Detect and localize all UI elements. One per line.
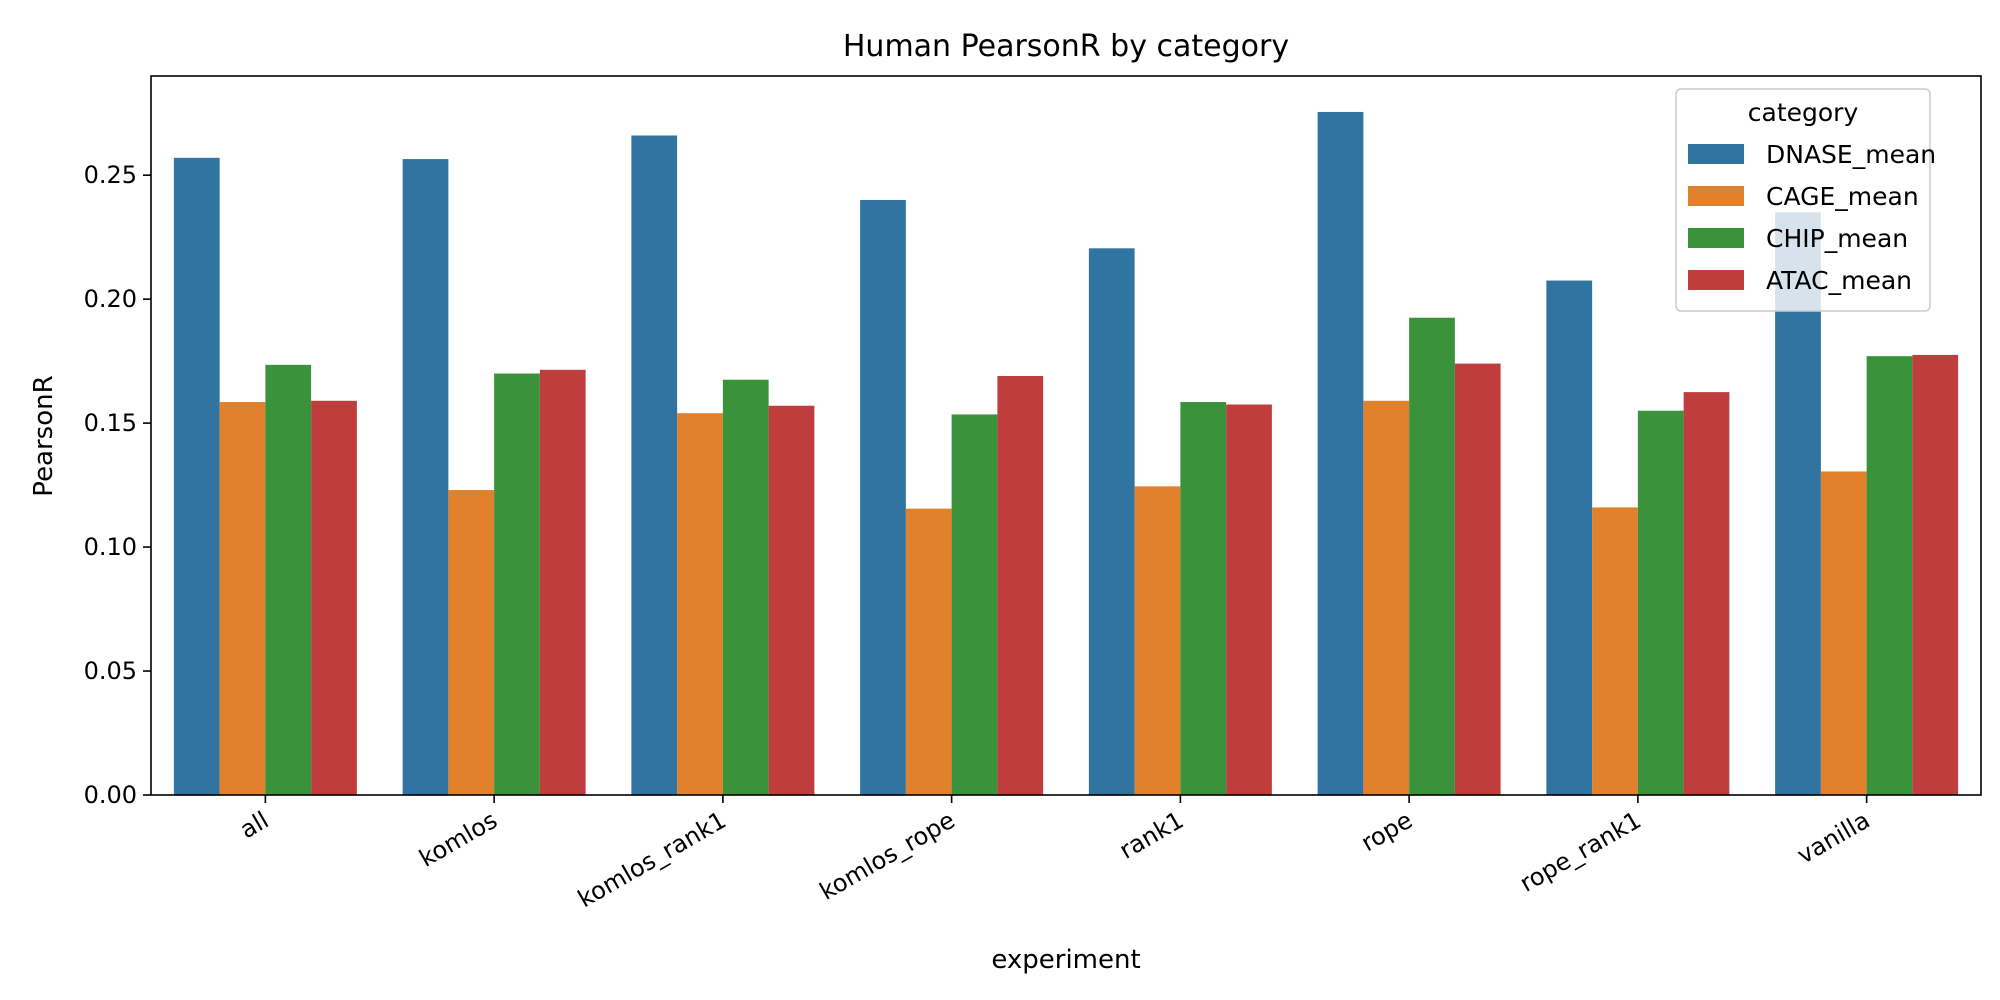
x-axis: all komlos komlos_rank1 komlos_rope rank1 rop… (235, 795, 1875, 913)
x-tick-label: rank1 (1115, 806, 1189, 865)
y-tick-label: 0.15 (84, 409, 137, 437)
bar-CHIP_mean-komlos_rank1 (722, 379, 769, 795)
plot-frame (150, 75, 1982, 796)
y-tick-label: 0.05 (84, 657, 137, 685)
bar-CHIP_mean-rank1 (1180, 402, 1227, 795)
bar-CHIP_mean-rope (1409, 317, 1455, 795)
legend-entries: DNASE_mean CAGE_mean CHIP_mean ATAC_mean (1688, 140, 1936, 295)
legend-label-CHIP_mean: CHIP_mean (1766, 224, 1908, 253)
y-tick-label: 0.10 (84, 533, 137, 561)
bar-CHIP_mean-all (265, 364, 312, 795)
bar-CHIP_mean-vanilla (1866, 356, 1913, 795)
x-tick-label: rope_rank1 (1515, 806, 1646, 898)
bar-DNASE_mean-komlos_rank1 (631, 135, 678, 796)
legend-swatch-ATAC_mean (1688, 270, 1744, 290)
bar-CAGE_mean-vanilla (1820, 471, 1867, 795)
bar-ATAC_mean-komlos_rank1 (768, 405, 815, 795)
bar-DNASE_mean-komlos_rope (860, 199, 906, 795)
bar-CHIP_mean-komlos_rope (951, 414, 998, 795)
legend-label-CAGE_mean: CAGE_mean (1766, 182, 1919, 211)
bar-DNASE_mean-komlos (402, 159, 449, 796)
bar-DNASE_mean-rope (1317, 111, 1364, 795)
bar-ATAC_mean-komlos (539, 369, 586, 795)
chart-title: Human PearsonR by category (843, 29, 1289, 64)
bar-DNASE_mean-rope_rank1 (1546, 280, 1593, 795)
bar-CAGE_mean-rope (1363, 400, 1410, 795)
y-axis: 0.00 0.05 0.10 0.15 0.20 0.25 (84, 161, 151, 809)
bar-CAGE_mean-komlos_rank1 (677, 413, 723, 795)
bars-layer (173, 111, 1959, 796)
legend-title: category (1748, 98, 1859, 127)
x-tick-label: komlos_rope (815, 806, 960, 906)
y-tick-label: 0.25 (84, 161, 137, 189)
legend-swatch-DNASE_mean (1688, 144, 1744, 164)
legend-label-ATAC_mean: ATAC_mean (1766, 266, 1912, 295)
legend-label-DNASE_mean: DNASE_mean (1766, 140, 1936, 169)
bar-CHIP_mean-rope_rank1 (1637, 410, 1684, 795)
legend: category DNASE_mean CAGE_mean CHIP_mean ATA… (1675, 88, 1936, 312)
bar-CAGE_mean-all (219, 402, 266, 795)
y-axis-label: PearsonR (29, 375, 59, 496)
x-tick-label: rope (1356, 806, 1417, 857)
bar-ATAC_mean-rank1 (1226, 404, 1272, 795)
y-tick-label: 0.00 (84, 781, 137, 809)
bar-ATAC_mean-rope (1454, 363, 1501, 795)
x-axis-label: experiment (991, 945, 1140, 975)
legend-swatch-CHIP_mean (1688, 228, 1744, 248)
bar-CAGE_mean-komlos (448, 490, 495, 795)
bar-ATAC_mean-rope_rank1 (1683, 392, 1730, 795)
x-tick-label: komlos_rank1 (573, 806, 731, 913)
bar-ATAC_mean-vanilla (1912, 354, 1959, 795)
x-tick-label: vanilla (1792, 806, 1874, 870)
x-tick-label: komlos (415, 806, 503, 873)
legend-swatch-CAGE_mean (1688, 186, 1744, 206)
bar-DNASE_mean-rank1 (1088, 248, 1135, 795)
bar-CAGE_mean-komlos_rope (905, 508, 952, 795)
y-tick-label: 0.20 (84, 285, 137, 313)
bar-CAGE_mean-rope_rank1 (1592, 507, 1638, 795)
x-tick-label: all (235, 806, 273, 844)
bar-CHIP_mean-komlos (494, 373, 540, 795)
bar-CAGE_mean-rank1 (1134, 486, 1181, 795)
bar-ATAC_mean-all (311, 400, 357, 795)
bar-DNASE_mean-all (173, 157, 220, 795)
bar-ATAC_mean-komlos_rope (997, 375, 1044, 795)
